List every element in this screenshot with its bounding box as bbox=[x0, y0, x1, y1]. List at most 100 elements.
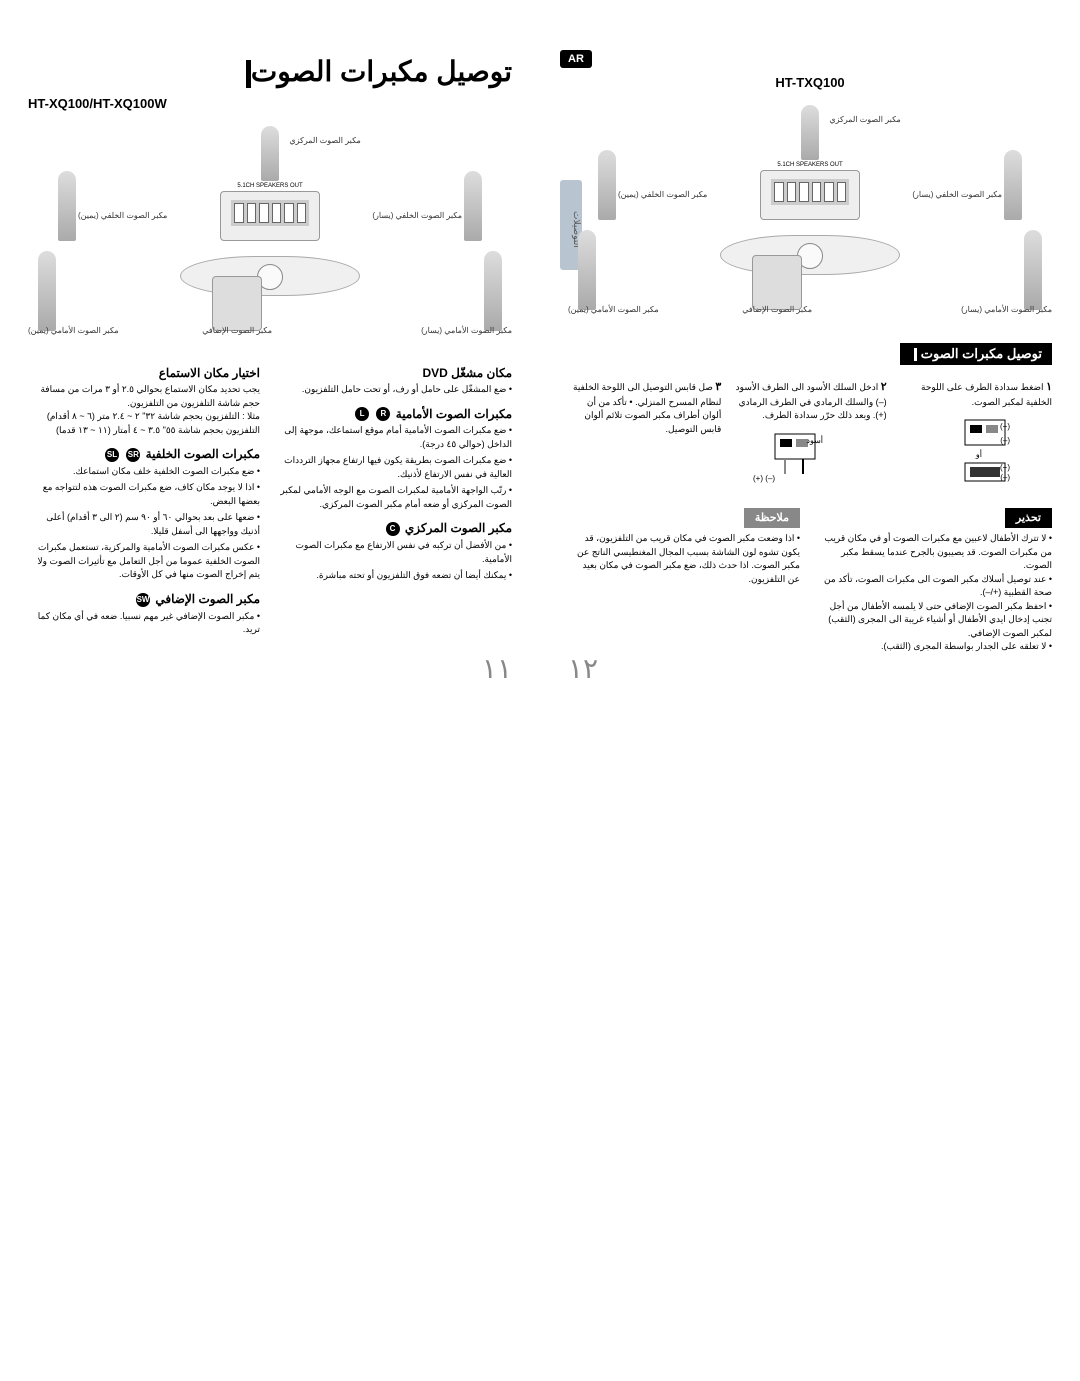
heading-bar bbox=[914, 348, 917, 361]
dvd-position-heading: مكان مشغّل DVD bbox=[280, 366, 512, 380]
warn-item: لا تعلقه على الجدار بواسطة المجرى (الثقب… bbox=[820, 640, 1052, 654]
terminal-diagram-2: رمادي أسود (–) (+) bbox=[765, 429, 855, 489]
center-item: من الأفضل أن تركبه في نفس الارتفاع مع مك… bbox=[280, 539, 512, 566]
label-rear-r: مكبر الصوت الخلفي (يمين) bbox=[618, 190, 707, 199]
warn-item: احفظ مكبر الصوت الإضافي حتى لا يلمسه الأ… bbox=[820, 600, 1052, 641]
listen-line: مثلا : التلفزيون بحجم شاشة ٣٢" ٢ ~ ٢.٤ م… bbox=[28, 410, 260, 424]
port bbox=[812, 182, 822, 202]
step-text: اضغط سدادة الطرف على اللوحة الخلفية لمكب… bbox=[921, 382, 1052, 407]
center-h-text: مكبر الصوت المركزي bbox=[405, 521, 512, 535]
label-sub: مكبر الصوت الإضافي bbox=[202, 326, 272, 335]
rear-speakers-heading: مكبرات الصوت الخلفية SR SL bbox=[28, 447, 260, 462]
sub-h-text: مكبر الصوت الإضافي bbox=[155, 592, 260, 606]
center-speaker-heading: مكبر الصوت المركزي C bbox=[280, 521, 512, 536]
model-left: HT-TXQ100 bbox=[568, 75, 1052, 90]
main-unit bbox=[720, 235, 900, 285]
listen-line: يجب تحديد مكان الاستماع بحوالي ٢.٥ أو ٣ … bbox=[28, 383, 260, 410]
label-center: مكبر الصوت المركزي bbox=[829, 115, 900, 124]
step-num: ١ bbox=[1046, 381, 1052, 393]
note-item: اذا وضعت مكبر الصوت في مكان قريب من التل… bbox=[568, 532, 800, 586]
panel-label: 5.1CH SPEAKERS OUT bbox=[221, 183, 319, 189]
badge-sw: SW bbox=[136, 593, 150, 607]
model-right: HT-XQ100/HT-XQ100W bbox=[28, 96, 512, 111]
front-left-speaker-icon bbox=[484, 251, 502, 331]
sub-item: مكبر الصوت الإضافي غير مهم نسبيا. ضعه في… bbox=[28, 610, 260, 637]
front-item: رتّب الواجهة الأمامية لمكبرات الصوت مع ا… bbox=[280, 484, 512, 511]
col-right: مكان مشغّل DVD ضع المشغّل على حامل أو رف… bbox=[280, 356, 512, 640]
connector-panel bbox=[771, 179, 849, 205]
rear-item: عكس مكبرات الصوت الأمامية والمركزية، تست… bbox=[28, 541, 260, 582]
center-speaker-icon bbox=[261, 126, 279, 181]
port bbox=[234, 203, 244, 223]
badge-r: R bbox=[376, 407, 390, 421]
rear-item: اذا لا يوجد مكان كاف، ضع مكبرات الصوت هذ… bbox=[28, 481, 260, 508]
subwoofer-icon bbox=[752, 255, 802, 310]
terminal-diagram-1: (+) (–) أو (+) (–) bbox=[930, 415, 1020, 490]
steps-row: ١ اضغط سدادة الطرف على اللوحة الخلفية لم… bbox=[568, 379, 1052, 496]
page-title: توصيل مكبرات الصوت bbox=[28, 55, 512, 88]
port bbox=[259, 203, 269, 223]
svg-text:(+): (+) bbox=[1000, 422, 1010, 431]
step-text: صل قابس التوصيل الى اللوحة الخلفية لنظام… bbox=[573, 382, 721, 434]
port bbox=[272, 203, 282, 223]
amp-rear-panel: 5.1CH SPEAKERS OUT bbox=[220, 191, 320, 241]
terminal-svg: (+) (–) أو (+) (–) bbox=[960, 415, 1020, 485]
listen-text: يجب تحديد مكان الاستماع بحوالي ٢.٥ أو ٣ … bbox=[28, 383, 260, 437]
subwoofer-icon bbox=[212, 276, 262, 331]
rear-item: ضعها على بعد بحوالي ٦٠ أو ٩٠ سم (٢ الى ٣… bbox=[28, 511, 260, 538]
main-unit-body bbox=[180, 256, 360, 296]
svg-text:أسود: أسود bbox=[806, 434, 823, 445]
label-rear-l: مكبر الصوت الخلفي (يسار) bbox=[372, 211, 462, 220]
label-front-r: مكبر الصوت الأمامي (يمين) bbox=[28, 326, 119, 335]
step-text: ادخل السلك الأسود الى الطرف الأسود (–) و… bbox=[736, 382, 887, 420]
step-3: ٣ صل قابس التوصيل الى اللوحة الخلفية لنظ… bbox=[568, 379, 721, 496]
port bbox=[824, 182, 834, 202]
page-right: توصيل مكبرات الصوت HT-XQ100/HT-XQ100W مك… bbox=[0, 0, 540, 700]
label-front-l: مكبر الصوت الأمامي (يسار) bbox=[961, 305, 1052, 314]
connect-section-heading: توصيل مكبرات الصوت bbox=[900, 343, 1052, 365]
step-num: ٣ bbox=[715, 381, 721, 393]
subwoofer-heading: مكبر الصوت الإضافي SW bbox=[28, 592, 260, 607]
front-right-speaker-icon bbox=[38, 251, 56, 331]
port bbox=[799, 182, 809, 202]
speaker-layout-diagram-2: مكبر الصوت المركزي 5.1CH SPEAKERS OUT مك… bbox=[568, 100, 1052, 320]
page-left: AR التوصيلات HT-TXQ100 مكبر الصوت المركز… bbox=[540, 0, 1080, 700]
badge-sr: SR bbox=[126, 448, 140, 462]
svg-text:(–): (–) bbox=[1001, 436, 1011, 445]
panel-label: 5.1CH SPEAKERS OUT bbox=[761, 162, 859, 168]
dvd-pos-item: ضع المشغّل على حامل أو رف، أو تحت حامل ا… bbox=[280, 383, 512, 397]
note-heading: ملاحظة bbox=[744, 508, 800, 529]
warn-item: لا تترك الأطفال لاعبين مع مكبرات الصوت أ… bbox=[820, 532, 1052, 573]
rear-left-speaker-icon bbox=[1004, 150, 1022, 220]
page-number-left: ١٢ bbox=[568, 652, 598, 685]
badge-sl: SL bbox=[105, 448, 119, 462]
port bbox=[774, 182, 784, 202]
svg-text:(–): (–) bbox=[1001, 473, 1011, 482]
rear-item: ضع مكبرات الصوت الخلفية خلف مكان استماعك… bbox=[28, 465, 260, 479]
port bbox=[284, 203, 294, 223]
speaker-layout-diagram: مكبر الصوت المركزي 5.1CH SPEAKERS OUT مك… bbox=[28, 121, 512, 341]
wire-svg: رمادي أسود (–) (+) bbox=[745, 429, 855, 484]
front-h-text: مكبرات الصوت الأمامية bbox=[396, 407, 512, 421]
rear-h-text: مكبرات الصوت الخلفية bbox=[146, 447, 260, 461]
connect-h-text: توصيل مكبرات الصوت bbox=[921, 346, 1042, 361]
front-speakers-heading: مكبرات الصوت الأمامية R L bbox=[280, 407, 512, 422]
main-unit-body bbox=[720, 235, 900, 275]
center-speaker-icon bbox=[801, 105, 819, 160]
label-center: مكبر الصوت المركزي bbox=[289, 136, 360, 145]
title-text: توصيل مكبرات الصوت bbox=[251, 56, 512, 87]
label-sub: مكبر الصوت الإضافي bbox=[742, 305, 812, 314]
port bbox=[787, 182, 797, 202]
listening-position-heading: اختيار مكان الاستماع bbox=[28, 366, 260, 380]
port bbox=[837, 182, 847, 202]
amp-rear-panel: 5.1CH SPEAKERS OUT bbox=[760, 170, 860, 220]
label-rear-r: مكبر الصوت الخلفي (يمين) bbox=[78, 211, 167, 220]
port bbox=[247, 203, 257, 223]
main-unit bbox=[180, 256, 360, 306]
col-left: اختيار مكان الاستماع يجب تحديد مكان الاس… bbox=[28, 356, 260, 640]
warning-col: تحذير لا تترك الأطفال لاعبين مع مكبرات ا… bbox=[820, 500, 1052, 654]
note-col: ملاحظة اذا وضعت مكبر الصوت في مكان قريب … bbox=[568, 500, 800, 654]
rear-right-speaker-icon bbox=[58, 171, 76, 241]
front-right-speaker-icon bbox=[578, 230, 596, 310]
step-1: ١ اضغط سدادة الطرف على اللوحة الخلفية لم… bbox=[899, 379, 1052, 496]
